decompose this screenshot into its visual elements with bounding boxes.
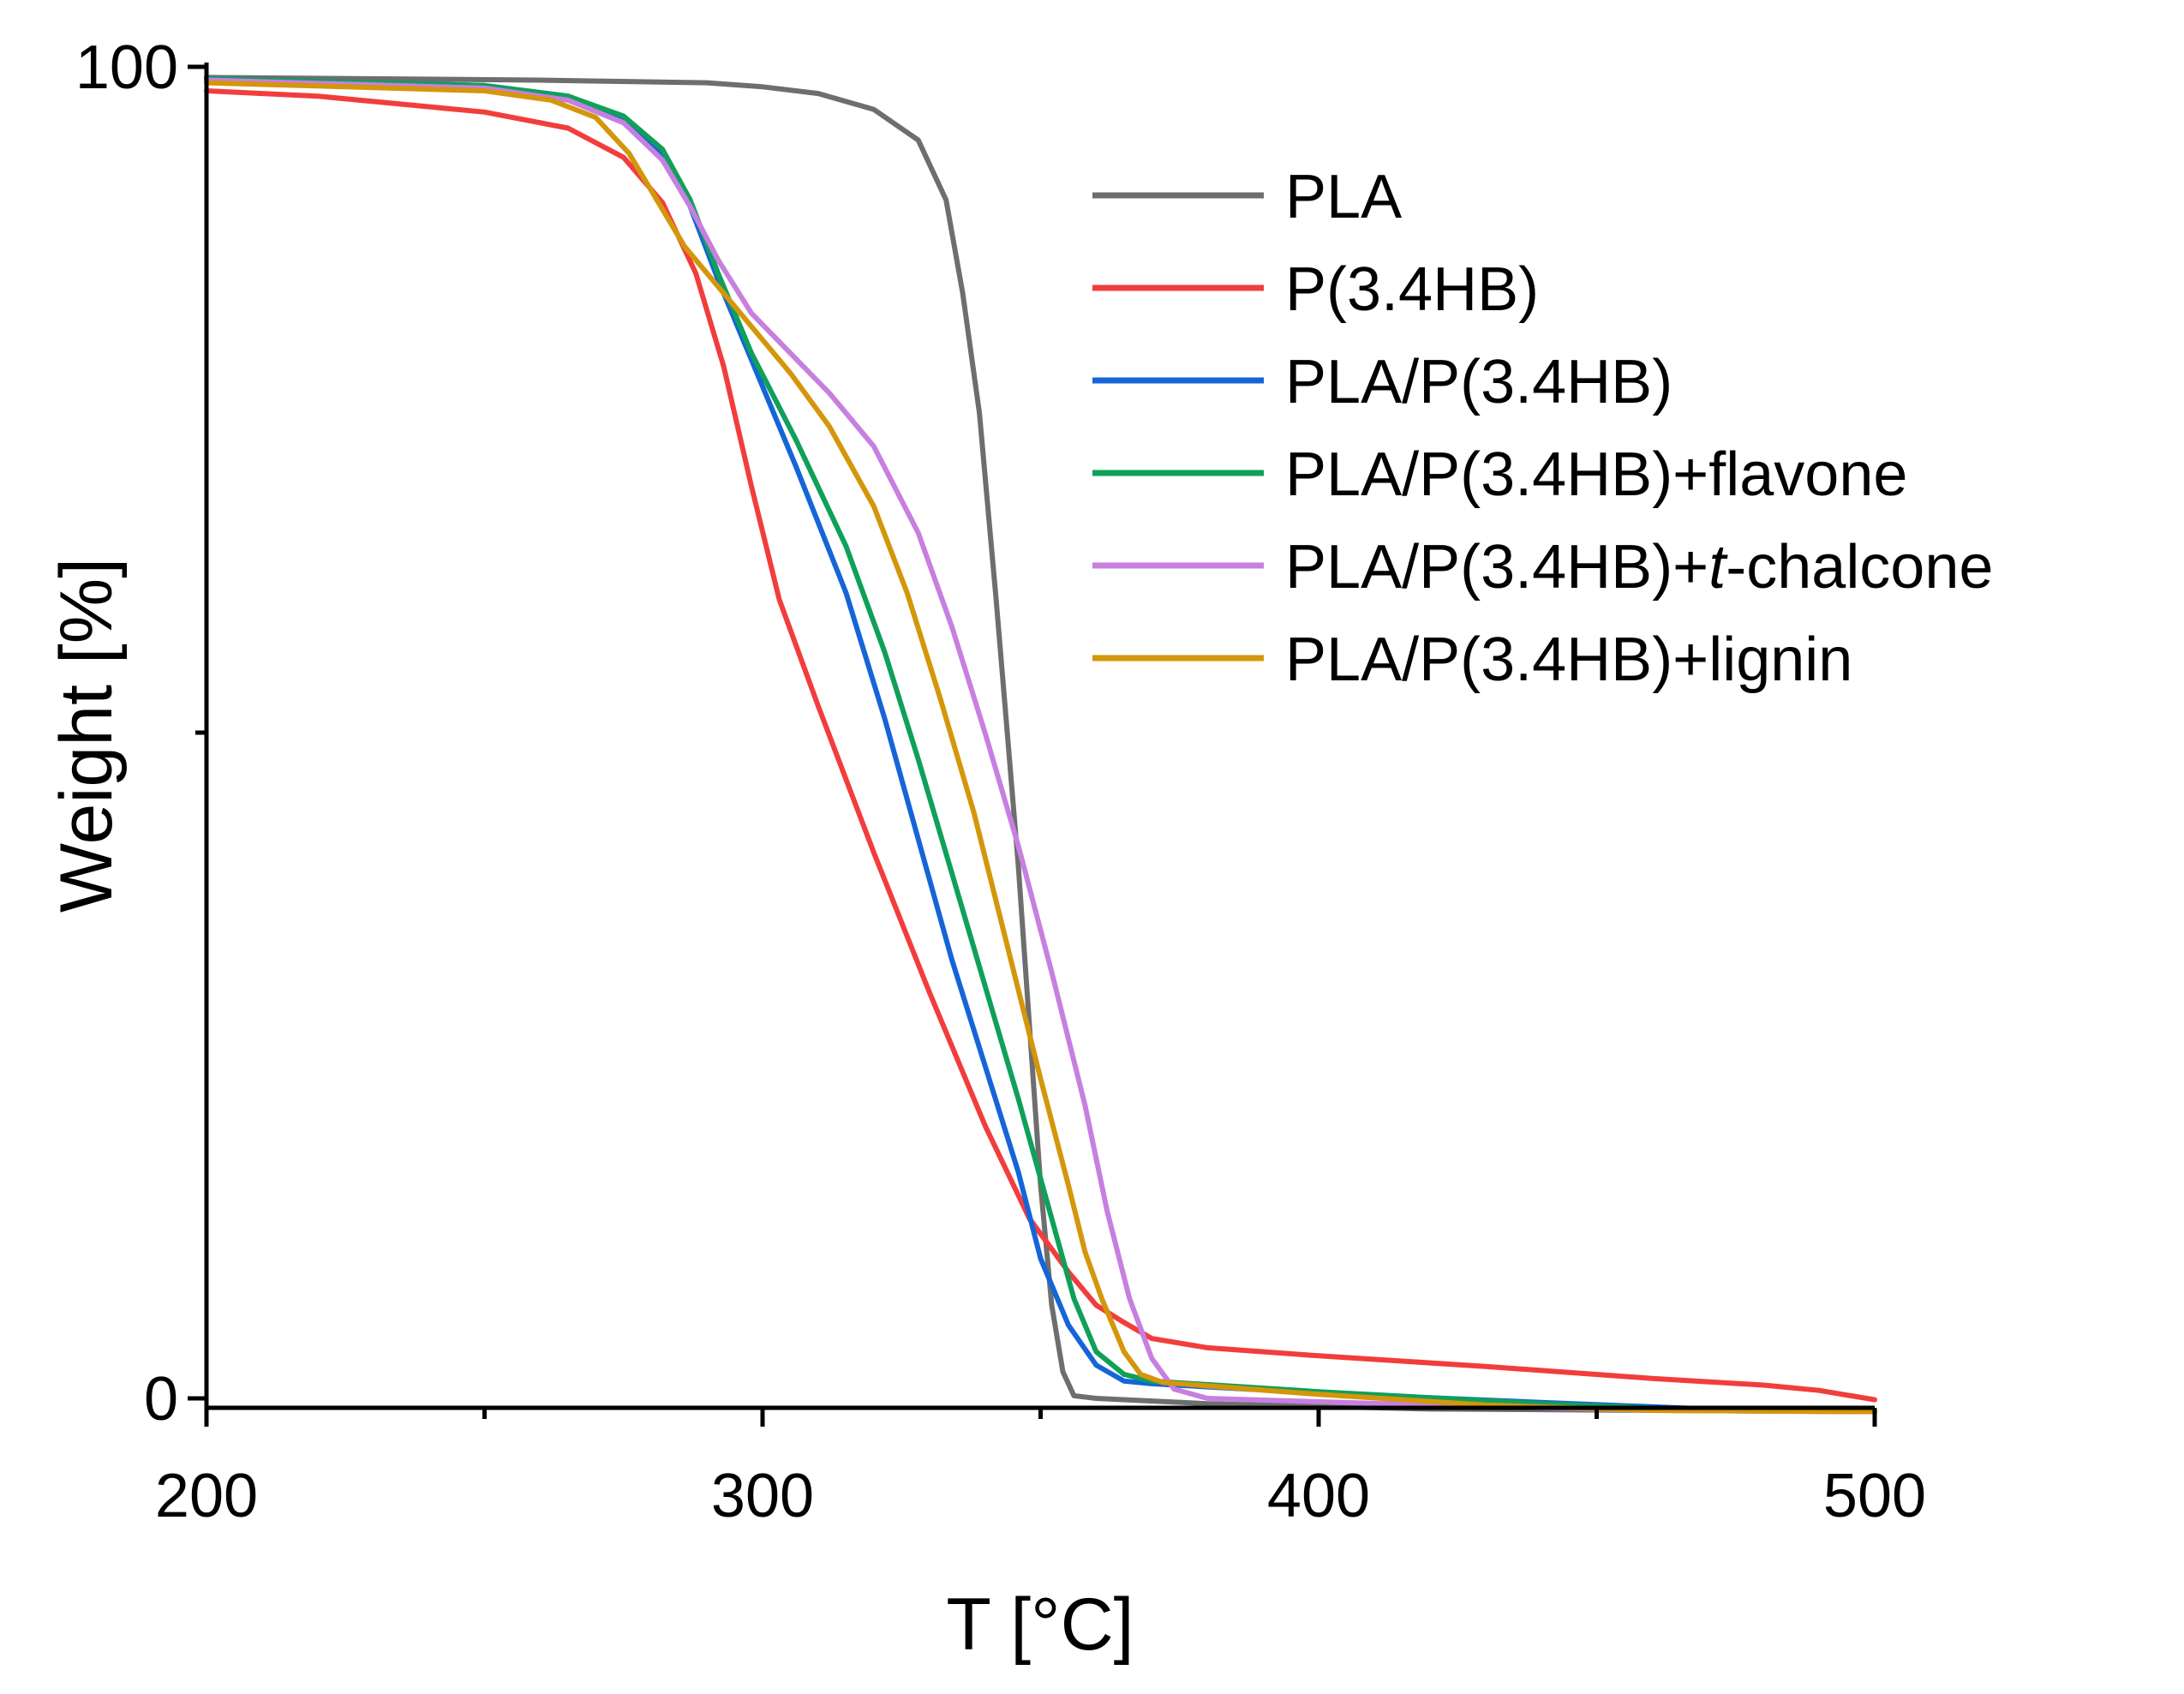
x-tick-label: 400 (1267, 1462, 1370, 1530)
ticks (188, 64, 1877, 1427)
tick-labels: 200 300 400 500 0 100 (75, 33, 1926, 1530)
x-tick-label: 200 (155, 1462, 258, 1530)
y-tick-label: 0 (144, 1365, 178, 1434)
y-tick-label: 100 (75, 33, 178, 102)
series-line-4 (204, 77, 1877, 1415)
plot-lines (204, 75, 1877, 1415)
axes (204, 63, 1875, 1410)
series-line-0 (204, 75, 1877, 1415)
legend-label-5: PLA/P(3.4HB)+lignin (1285, 626, 1852, 694)
series-line-1 (204, 88, 1877, 1403)
x-tick-label: 500 (1823, 1462, 1926, 1530)
y-axis-title: Weight [%] (45, 558, 128, 913)
legend-label-4: PLA/P(3.4HB)+t-chalcone (1285, 533, 1993, 602)
legend: PLA P(3.4HB) PLA/P(3.4HB) PLA/P(3.4HB)+flav… (1092, 163, 1993, 694)
legend-label-3: PLA/P(3.4HB)+flavone (1285, 440, 1907, 509)
x-axis-title: T [°C] (946, 1583, 1134, 1666)
legend-label-1: P(3.4HB) (1285, 255, 1539, 324)
legend-label-0: PLA (1285, 163, 1402, 231)
legend-label-2: PLA/P(3.4HB) (1285, 348, 1672, 416)
series-line-5 (204, 80, 1877, 1415)
x-tick-label: 300 (711, 1462, 814, 1530)
